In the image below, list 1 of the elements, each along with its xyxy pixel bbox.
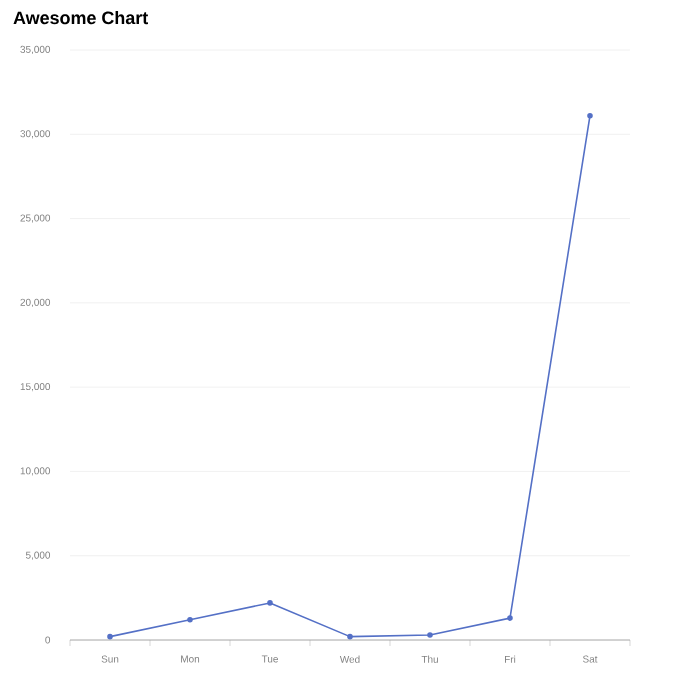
chart-title: Awesome Chart	[13, 11, 148, 25]
